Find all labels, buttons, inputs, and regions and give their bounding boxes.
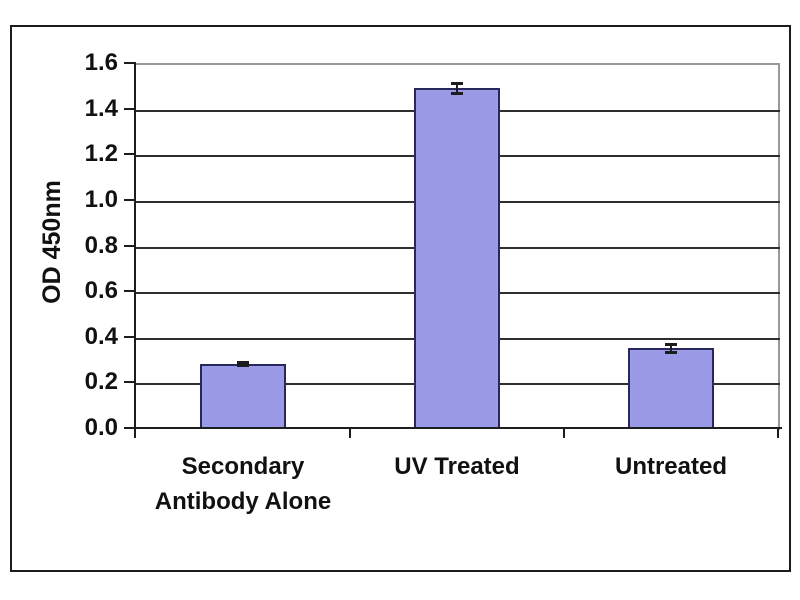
y-tick-label-0.0: 0.0 <box>84 414 118 441</box>
x-boundary-tick-1 <box>349 428 351 438</box>
y-tick-1.0 <box>124 198 136 201</box>
error-bar-cap-bottom-2 <box>451 91 463 95</box>
y-axis-line <box>134 63 136 438</box>
y-tick-label-1.6: 1.6 <box>84 49 118 76</box>
y-tick-1.6 <box>124 62 136 64</box>
y-tick-0.4 <box>124 335 136 338</box>
y-tick-0.8 <box>124 244 136 247</box>
error-bar-whisker-1 <box>242 362 244 366</box>
error-bar-whisker-2 <box>456 83 458 93</box>
y-tick-0.2 <box>124 381 136 384</box>
y-tick-label-0.8: 0.8 <box>84 231 118 259</box>
y-tick-label-0.2: 0.2 <box>84 368 118 396</box>
error-bar-cap-bottom-1 <box>237 364 249 368</box>
bar-3 <box>628 348 714 428</box>
y-tick-1.2 <box>124 153 136 156</box>
x-boundary-tick-3 <box>777 428 779 438</box>
error-bar-cap-top-3 <box>665 342 677 346</box>
y-tick-label-1.2: 1.2 <box>84 140 118 168</box>
y-tick-0.6 <box>124 290 136 293</box>
x-axis-line <box>134 427 782 429</box>
bar-2 <box>414 88 500 428</box>
y-tick-label-0.6: 0.6 <box>84 277 118 305</box>
y-tick-0.0 <box>124 427 136 429</box>
error-bar-cap-top-2 <box>451 81 463 85</box>
x-category-label-3: Untreated <box>614 453 728 480</box>
error-bar-cap-bottom-3 <box>665 350 677 354</box>
y-tick-1.4 <box>124 107 136 110</box>
y-tick-label-0.4: 0.4 <box>84 322 118 350</box>
y-tick-label-1.0: 1.0 <box>84 185 118 213</box>
bar-1 <box>200 364 286 428</box>
x-category-label-1: Secondary Antibody Alone <box>154 453 332 515</box>
x-category-label-2: UV Treated <box>394 453 520 480</box>
error-bar-cap-top-1 <box>237 360 249 364</box>
y-tick-label-1.4: 1.4 <box>84 94 118 122</box>
x-boundary-tick-2 <box>563 428 565 438</box>
error-bar-whisker-3 <box>670 344 672 352</box>
